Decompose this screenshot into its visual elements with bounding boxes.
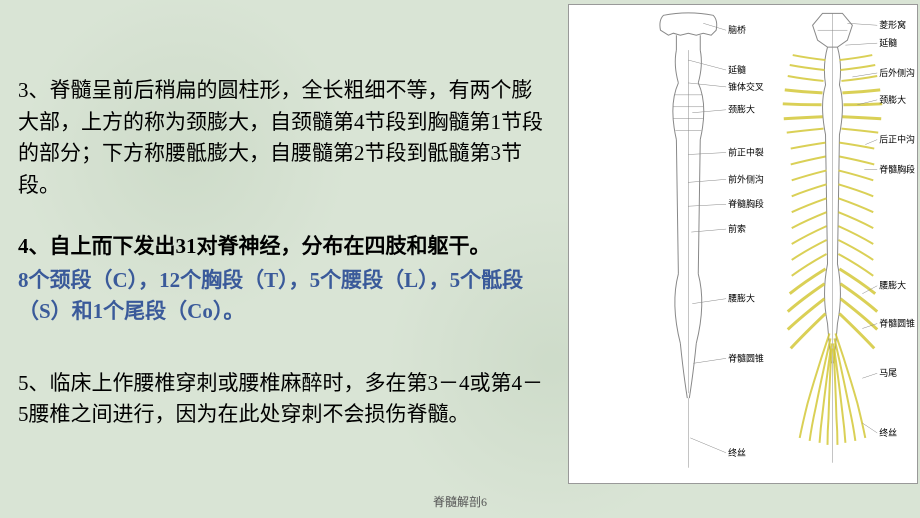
spinal-cord-diagram: 脑桥延髓锥体交叉颈膨大前正中裂前外侧沟脊髓胸段前索腰膨大脊髓圆锥终丝 菱形窝延髓… <box>568 4 918 484</box>
footer-text: 脊髓解剖6 <box>433 493 487 510</box>
svg-text:后外侧沟: 后外侧沟 <box>879 67 915 78</box>
svg-text:延髓: 延髓 <box>728 64 746 75</box>
svg-text:腰膨大: 腰膨大 <box>879 280 906 291</box>
svg-text:脊髓圆锥: 脊髓圆锥 <box>879 318 915 329</box>
svg-text:马尾: 马尾 <box>879 368 897 378</box>
svg-text:脊髓胸段: 脊髓胸段 <box>728 198 764 209</box>
highlight-segments: 8个颈段（C），12个胸段（T），5个腰段（L），5个骶段（S）和1个尾段（Co… <box>18 265 548 328</box>
svg-text:前外侧沟: 前外侧沟 <box>728 173 764 184</box>
svg-text:终丝: 终丝 <box>728 447 746 458</box>
svg-text:延髓: 延髓 <box>879 37 897 48</box>
text-content-area: 3、脊髓呈前后稍扁的圆柱形，全长粗细不等，有两个膨大部，上方的称为颈膨大，自颈髓… <box>18 75 548 461</box>
svg-text:脊髓圆锥: 脊髓圆锥 <box>728 352 764 363</box>
svg-text:脊髓胸段: 脊髓胸段 <box>879 163 915 174</box>
paragraph-2: 4、自上而下发出31对脊神经，分布在四肢和躯干。 <box>18 231 548 263</box>
svg-text:脑桥: 脑桥 <box>728 24 746 35</box>
svg-text:前正中裂: 前正中裂 <box>728 147 764 158</box>
paragraph-1: 3、脊髓呈前后稍扁的圆柱形，全长粗细不等，有两个膨大部，上方的称为颈膨大，自颈髓… <box>18 75 548 201</box>
spinal-anatomy-svg: 脑桥延髓锥体交叉颈膨大前正中裂前外侧沟脊髓胸段前索腰膨大脊髓圆锥终丝 菱形窝延髓… <box>569 5 917 483</box>
svg-text:后正中沟: 后正中沟 <box>879 134 915 145</box>
svg-text:前索: 前索 <box>728 223 746 234</box>
svg-text:菱形窝: 菱形窝 <box>879 19 906 30</box>
left-diagram-labels: 脑桥延髓锥体交叉颈膨大前正中裂前外侧沟脊髓胸段前索腰膨大脊髓圆锥终丝 <box>688 23 764 458</box>
svg-text:颈膨大: 颈膨大 <box>728 104 755 115</box>
svg-text:颈膨大: 颈膨大 <box>879 94 906 105</box>
left-spinal-cord <box>660 13 717 468</box>
right-diagram-labels: 菱形窝延髓后外侧沟颈膨大后正中沟脊髓胸段腰膨大脊髓圆锥马尾终丝 <box>845 19 915 438</box>
paragraph-3: 5、临床上作腰椎穿刺或腰椎麻醉时，多在第3－4或第4－5腰椎之间进行，因为在此处… <box>18 368 548 431</box>
svg-text:腰膨大: 腰膨大 <box>728 293 755 304</box>
svg-text:锥体交叉: 锥体交叉 <box>728 81 764 92</box>
svg-text:终丝: 终丝 <box>879 427 897 438</box>
